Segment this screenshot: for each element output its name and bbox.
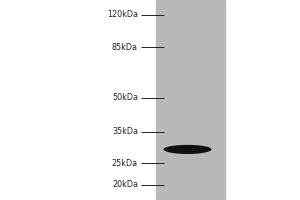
- Text: 120kDa: 120kDa: [107, 10, 138, 19]
- Text: 50kDa: 50kDa: [112, 93, 138, 102]
- Text: 25kDa: 25kDa: [112, 159, 138, 168]
- Text: 35kDa: 35kDa: [112, 127, 138, 136]
- Text: 20kDa: 20kDa: [112, 180, 138, 189]
- Text: 85kDa: 85kDa: [112, 43, 138, 52]
- Ellipse shape: [164, 145, 211, 154]
- Bar: [156, 0, 225, 200]
